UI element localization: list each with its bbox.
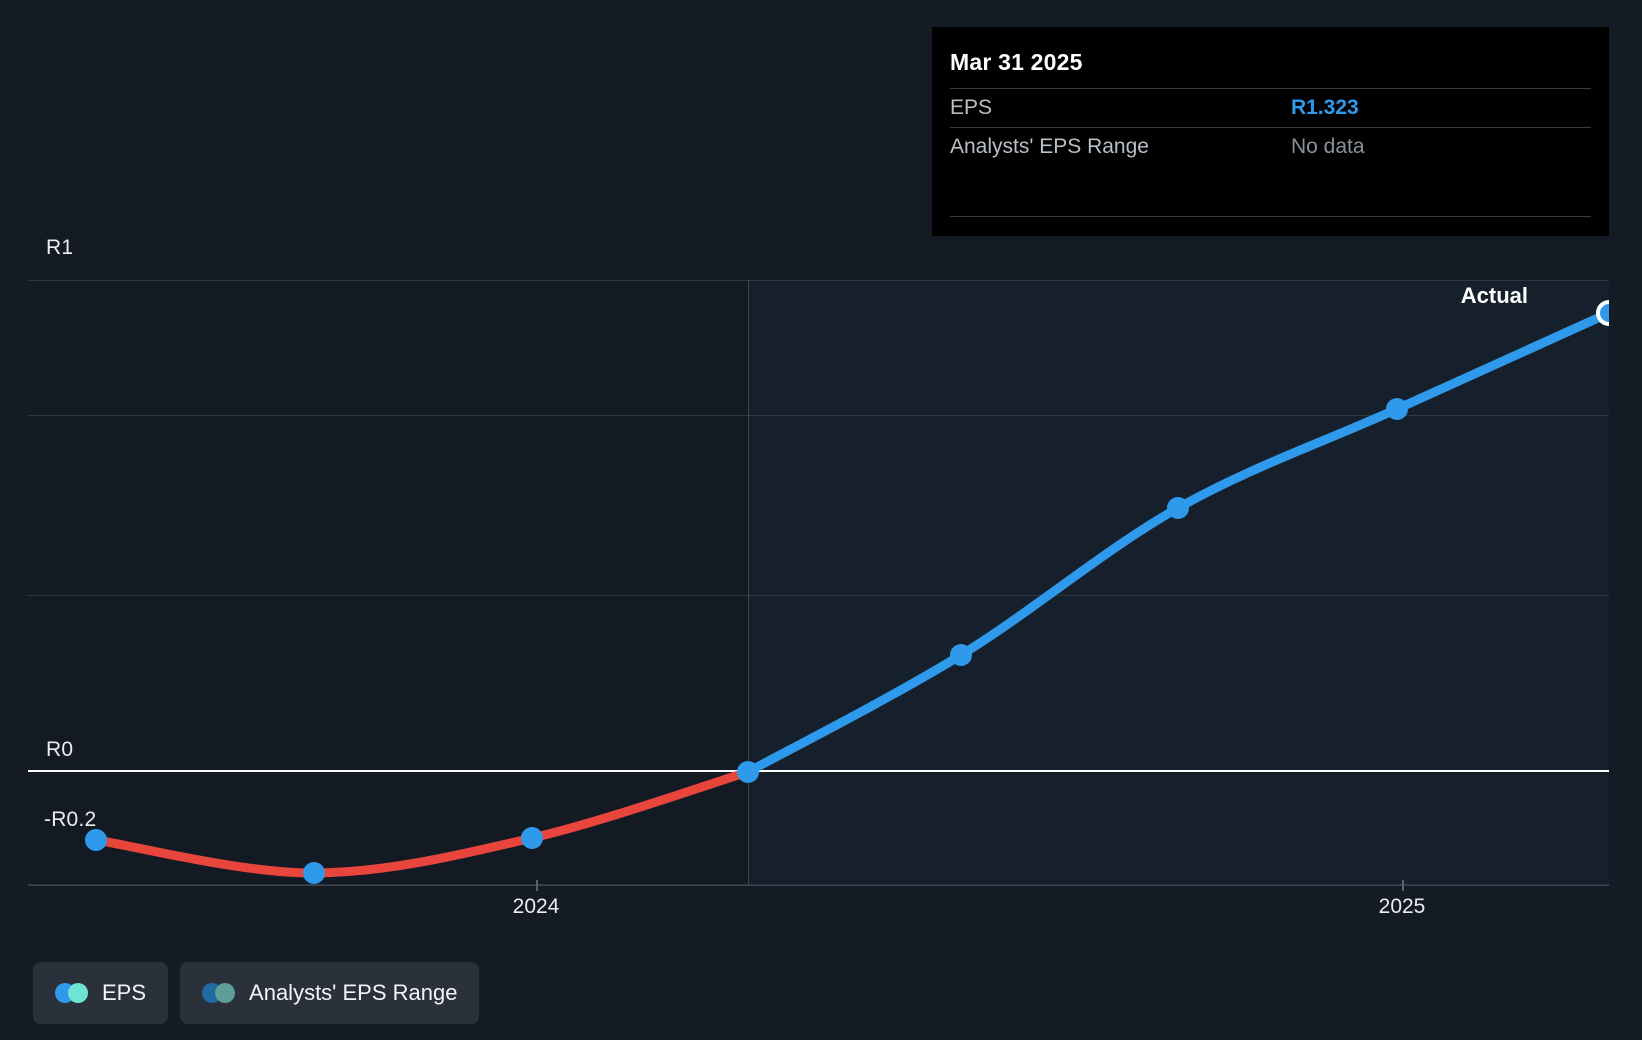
legend-item-analysts-eps-range[interactable]: Analysts' EPS Range — [180, 962, 480, 1024]
chart-plot-area — [28, 280, 1609, 885]
legend-label-analysts-eps-range: Analysts' EPS Range — [249, 980, 458, 1005]
y-axis-label-r1: R1 — [46, 236, 74, 259]
legend-label-eps: EPS — [102, 980, 147, 1005]
actual-annotation-label: Actual — [1460, 283, 1528, 308]
chart-legend: EPS Analysts' EPS Range — [33, 962, 480, 1024]
eps-swatch-icon — [55, 983, 89, 1003]
x-tick-2025 — [1402, 880, 1404, 891]
x-tick-2024 — [536, 880, 538, 891]
tooltip-row-eps: EPS R1.323 — [950, 88, 1591, 127]
tooltip-value-analysts-range: No data — [1291, 135, 1365, 158]
zero-baseline — [28, 770, 1609, 772]
tooltip-key-analysts-range: Analysts' EPS Range — [950, 135, 1149, 158]
gridline-upper-mid — [28, 415, 1609, 416]
legend-item-eps[interactable]: EPS — [33, 962, 169, 1024]
x-axis-label-2024: 2024 — [512, 895, 560, 918]
forecast-region-background — [748, 280, 1609, 885]
gridline-lower-mid — [28, 595, 1609, 596]
analysts-range-swatch-icon — [202, 983, 236, 1003]
x-axis-line — [28, 885, 1609, 886]
actual-region-background — [28, 280, 748, 885]
gridline-bottom — [28, 884, 1609, 885]
tooltip-row-analysts-range: Analysts' EPS Range No data — [950, 127, 1591, 166]
tooltip-value-eps: R1.323 — [1291, 96, 1359, 119]
forecast-divider — [748, 280, 749, 885]
tooltip-title: Mar 31 2025 — [950, 49, 1083, 75]
x-axis-label-2025: 2025 — [1378, 895, 1426, 918]
y-axis-label-r0: R0 — [46, 738, 74, 761]
tooltip-footer-divider — [950, 216, 1591, 217]
y-axis-label-neg-r02: -R0.2 — [44, 808, 97, 831]
gridline-r1 — [28, 280, 1609, 281]
tooltip-key-eps: EPS — [950, 96, 993, 119]
chart-tooltip: Mar 31 2025 EPS R1.323 Analysts' EPS Ran… — [932, 27, 1609, 236]
